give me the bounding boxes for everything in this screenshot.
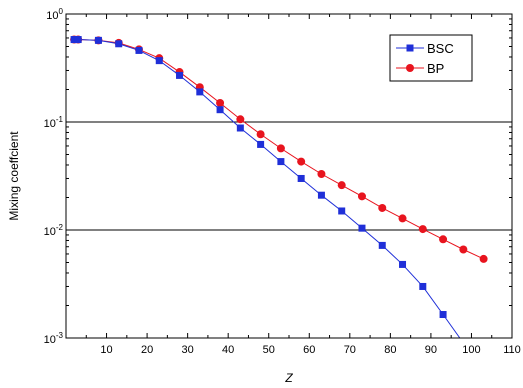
legend-box [389, 34, 473, 82]
data-point-bp [276, 144, 285, 153]
data-point-bp [398, 214, 407, 223]
y-tick-label: 10-3 [44, 331, 64, 346]
y-axis-label: Mixing coeffcient [7, 131, 21, 221]
data-point-bp [378, 203, 387, 212]
x-tick-label: 10 [100, 344, 112, 356]
x-tick-label: 70 [344, 344, 356, 356]
data-point-bp [256, 130, 265, 139]
legend: BSC BP [389, 34, 473, 82]
data-point-bsc [176, 71, 184, 79]
x-tick-label: 30 [182, 344, 194, 356]
data-point-bsc [297, 174, 305, 182]
y-tick-label: 10-1 [44, 115, 64, 130]
x-tick-label: 100 [462, 344, 480, 356]
data-point-bp [418, 225, 427, 234]
data-point-bsc [94, 36, 102, 44]
x-tick-label: 110 [503, 344, 521, 356]
x-tick-label: 60 [303, 344, 315, 356]
data-point-bp [479, 254, 488, 263]
y-tick-label: 100 [46, 7, 63, 22]
y-tick-label: 10-2 [44, 223, 64, 238]
data-point-bp [439, 235, 448, 244]
legend-label-bsc: BSC [427, 41, 454, 56]
series-line-bsc [74, 39, 461, 339]
data-point-bsc [419, 282, 427, 290]
data-point-bsc [70, 36, 78, 44]
legend-label-bp: BP [427, 61, 444, 76]
x-tick-label: 20 [141, 344, 153, 356]
series-layer [70, 35, 488, 339]
data-point-bsc [439, 311, 447, 319]
data-point-bp [357, 192, 366, 201]
data-point-bp [216, 98, 225, 107]
data-point-bsc [378, 241, 386, 249]
data-point-bsc [236, 124, 244, 132]
data-point-bsc [216, 106, 224, 114]
data-point-bsc [196, 88, 204, 96]
x-tick-label: 50 [263, 344, 275, 356]
data-point-bsc [115, 40, 123, 48]
data-point-bsc [135, 46, 143, 54]
data-point-bsc [257, 140, 265, 148]
x-tick-label: 40 [222, 344, 234, 356]
data-point-bsc [358, 224, 366, 232]
x-tick-label: 90 [425, 344, 437, 356]
data-point-bsc [155, 57, 163, 65]
data-point-bsc [317, 191, 325, 199]
data-point-bsc [338, 207, 346, 215]
data-point-bp [459, 245, 468, 254]
series-bsc [70, 36, 461, 339]
legend-marker-bsc [406, 44, 414, 52]
data-point-bp [317, 170, 326, 179]
data-point-bp [337, 181, 346, 190]
gridlines [66, 121, 512, 231]
data-point-bp [236, 115, 245, 124]
data-point-bsc [399, 260, 407, 268]
series-line-bp [74, 39, 484, 260]
data-point-bsc [74, 36, 82, 44]
x-axis-label: Z [284, 371, 293, 385]
x-tick-label: 80 [384, 344, 396, 356]
axes: 10 20 30 40 50 60 70 80 90 100 110 100 10-1 10-2 10-3 [44, 7, 521, 356]
legend-marker-bp [406, 64, 414, 72]
data-point-bsc [277, 158, 285, 166]
data-point-bp [297, 157, 306, 166]
